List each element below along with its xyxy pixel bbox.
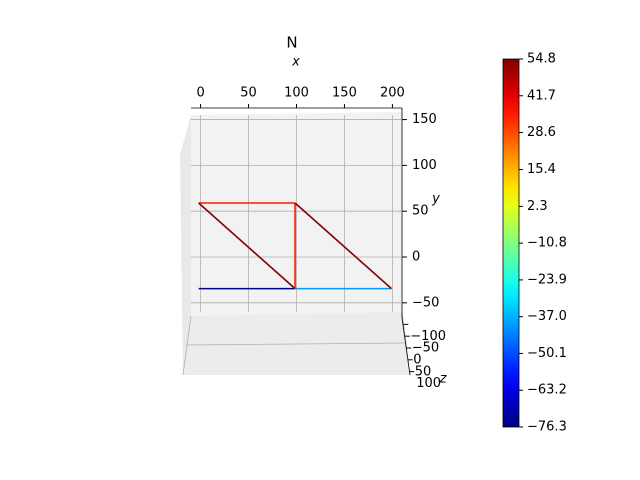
y-tick-label: 50 <box>412 204 429 219</box>
z-axis-label: z <box>439 372 448 387</box>
colorbar-tick-label: 15.4 <box>527 162 556 177</box>
pane-edge <box>186 342 407 346</box>
member <box>294 202 392 290</box>
side-pane <box>180 115 191 375</box>
colorbar-tick-label: 28.6 <box>527 125 556 140</box>
floor-pane <box>183 312 410 375</box>
x-tick-label: 50 <box>240 86 257 101</box>
colorbar <box>502 58 520 428</box>
z-tick-label: 100 <box>416 376 441 391</box>
y-tick-label: 150 <box>412 112 437 127</box>
colorbar-tick-label: 54.8 <box>527 52 556 67</box>
z-tick-label: −50 <box>412 341 439 356</box>
z-tick-label: −100 <box>410 329 446 344</box>
member <box>198 202 296 290</box>
z-tick-label: 0 <box>413 353 421 368</box>
chart-title: N <box>286 34 297 52</box>
colorbar-tick-label: 2.3 <box>527 199 548 214</box>
z-axis-line <box>401 317 411 376</box>
colorbar-tick-label: −63.2 <box>527 383 567 398</box>
y-tick-label: −50 <box>412 295 439 310</box>
x-axis-label: x <box>291 55 300 70</box>
y-axis-label: y <box>431 192 440 207</box>
colorbar-tick-label: −10.8 <box>527 236 567 251</box>
z-tick-label: 50 <box>415 364 432 379</box>
y-tick-label: 100 <box>412 158 437 173</box>
x-tick-label: 150 <box>332 86 357 101</box>
x-tick-label: 200 <box>380 86 405 101</box>
colorbar-tick-label: 41.7 <box>527 88 556 103</box>
x-tick-label: 100 <box>284 86 309 101</box>
colorbar-tick-label: −76.3 <box>527 420 567 435</box>
colorbar-tick-label: −23.9 <box>527 272 567 287</box>
colorbar-tick-label: −37.0 <box>527 309 567 324</box>
x-tick-label: 0 <box>196 86 204 101</box>
pane-edge <box>182 315 192 376</box>
colorbar-tick-label: −50.1 <box>527 346 567 361</box>
y-tick-label: 0 <box>412 250 420 265</box>
